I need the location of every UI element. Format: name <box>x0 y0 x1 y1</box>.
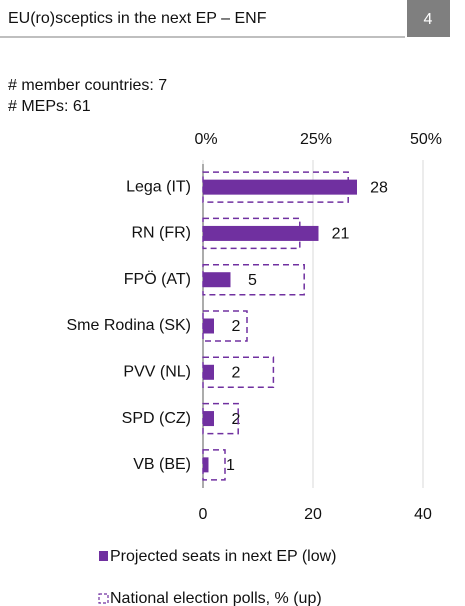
y-tick-label: Sme Rodina (SK) <box>67 317 192 334</box>
note: # member countries: 7 <box>8 77 167 94</box>
data-label: 5 <box>248 272 257 289</box>
data-label: 2 <box>232 411 241 428</box>
y-tick-label: VB (BE) <box>133 456 191 473</box>
legend-swatch <box>99 551 108 561</box>
poll-bar <box>202 310 248 342</box>
y-tick-label: PVV (NL) <box>123 364 191 381</box>
note: # MEPs: 61 <box>8 98 91 115</box>
poll-bar <box>202 217 301 250</box>
data-label: 28 <box>370 179 388 196</box>
page-number: 4 <box>424 11 433 28</box>
y-tick-label: RN (FR) <box>131 225 191 242</box>
seat-bar <box>203 179 357 195</box>
legend-label: Projected seats in next EP (low) <box>110 548 336 565</box>
data-label: 2 <box>232 318 241 335</box>
legend-swatch <box>98 593 109 604</box>
x-tick-label: 0 <box>199 506 208 523</box>
data-label: 21 <box>332 226 350 243</box>
poll-bar <box>202 263 305 296</box>
poll-bar <box>202 402 239 435</box>
y-tick-label: SPD (CZ) <box>122 410 191 427</box>
poll-bar <box>202 171 349 203</box>
data-label: 1 <box>226 457 235 474</box>
seat-bar <box>203 457 209 473</box>
x2-tick-label: 0% <box>194 131 217 148</box>
seat-bar <box>203 318 214 334</box>
y-tick-label: FPÖ (AT) <box>124 270 191 288</box>
legend-label: National election polls, % (up) <box>110 590 322 606</box>
data-label: 2 <box>232 365 241 382</box>
x-tick-label: 40 <box>414 506 432 523</box>
y-tick-label: Lega (IT) <box>126 178 191 195</box>
seat-bar <box>203 225 319 241</box>
poll-bar <box>202 356 275 389</box>
x-tick-label: 20 <box>304 506 322 523</box>
x2-tick-label: 25% <box>300 131 332 148</box>
page-number-box <box>407 0 450 37</box>
seat-bar <box>203 364 214 380</box>
header-title: EU(ro)sceptics in the next EP – ENF <box>8 10 267 27</box>
seat-bar <box>203 272 231 288</box>
poll-bar <box>202 449 226 481</box>
x2-tick-label: 50% <box>410 131 442 148</box>
seat-bar <box>203 411 214 427</box>
